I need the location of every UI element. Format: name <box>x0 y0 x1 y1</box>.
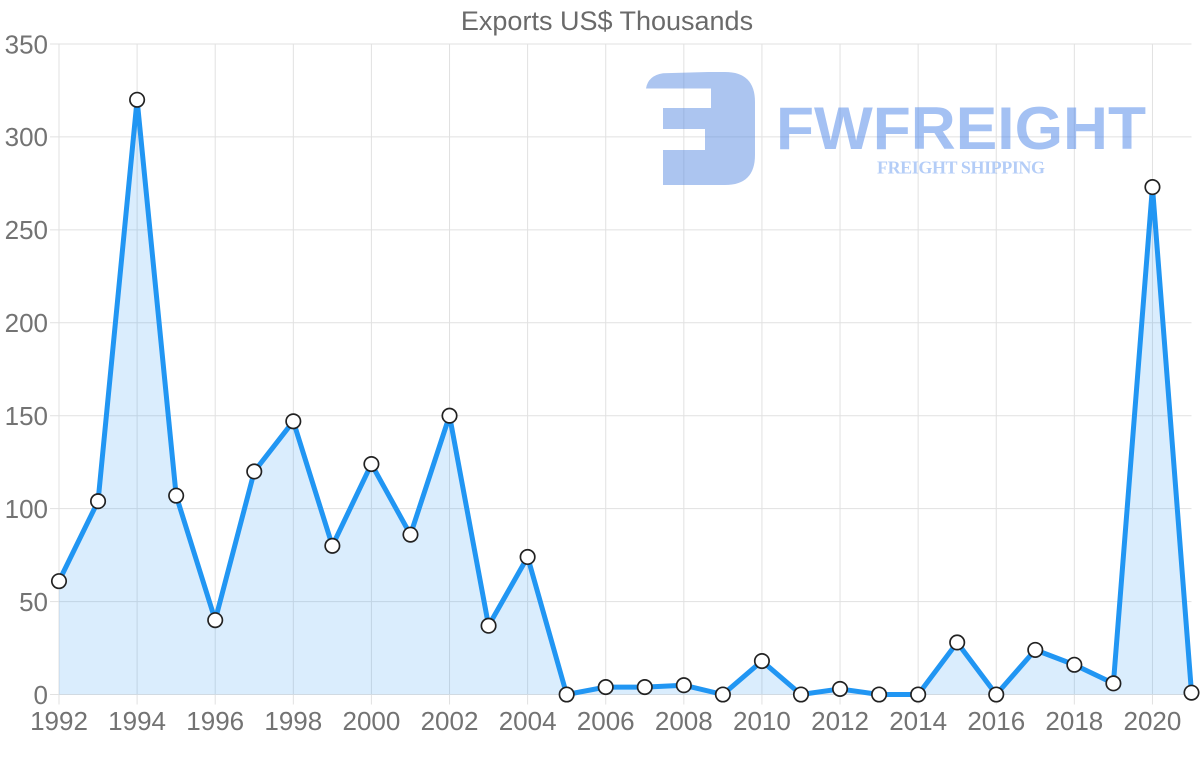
x-tick-label: 2014 <box>889 706 947 736</box>
gridlines <box>50 43 1192 705</box>
data-point-marker[interactable] <box>753 652 770 670</box>
x-tick-label: 1994 <box>108 706 166 736</box>
data-point-marker[interactable] <box>480 617 497 634</box>
chart-title: Exports US$ Thousands <box>461 6 753 36</box>
watermark: FWFREIGHT FREIGHT SHIPPING <box>646 72 1146 185</box>
data-point-marker[interactable] <box>324 537 341 554</box>
x-tick-label: 2004 <box>499 706 557 736</box>
x-tick-label: 2000 <box>342 706 400 736</box>
data-point-marker[interactable] <box>246 463 263 480</box>
data-point-marker[interactable] <box>675 677 692 694</box>
data-point-marker[interactable] <box>910 686 927 703</box>
data-point-marker[interactable] <box>1144 179 1161 196</box>
data-point-marker[interactable] <box>285 413 302 430</box>
data-point-marker[interactable] <box>792 686 810 703</box>
data-point-marker[interactable] <box>50 573 68 590</box>
data-point-marker[interactable] <box>871 686 888 703</box>
data-point-marker[interactable] <box>363 455 380 473</box>
data-point-marker[interactable] <box>441 407 458 424</box>
y-tick-label: 0 <box>34 680 48 710</box>
data-point-marker[interactable] <box>949 634 966 651</box>
data-point-marker[interactable] <box>207 612 224 629</box>
y-tick-label: 50 <box>19 587 48 617</box>
x-tick-label: 2016 <box>967 706 1025 736</box>
series-line <box>56 97 1194 697</box>
data-point-marker[interactable] <box>1066 656 1083 673</box>
data-point-marker[interactable] <box>519 548 536 566</box>
data-point-marker[interactable] <box>1183 684 1200 701</box>
y-tick-label: 250 <box>5 215 48 245</box>
data-point-marker[interactable] <box>1105 675 1122 692</box>
data-point-marker[interactable] <box>831 680 849 697</box>
data-point-marker[interactable] <box>714 686 731 703</box>
data-point-marker[interactable] <box>1027 641 1044 658</box>
y-axis-tick-labels: 0 50 100 150 200 250 300 350 <box>5 29 48 710</box>
watermark-brand-text: FWFREIGHT <box>776 95 1146 162</box>
x-tick-label: 2012 <box>811 706 869 736</box>
x-tick-label: 2020 <box>1124 706 1182 736</box>
data-point-marker[interactable] <box>988 686 1005 703</box>
series-markers <box>50 91 1200 703</box>
x-tick-label: 2018 <box>1045 706 1103 736</box>
y-tick-label: 350 <box>5 29 48 59</box>
data-point-marker[interactable] <box>636 679 653 696</box>
data-point-marker[interactable] <box>168 487 185 504</box>
data-point-marker[interactable] <box>402 526 419 543</box>
x-tick-label: 2006 <box>577 706 635 736</box>
y-tick-label: 150 <box>5 401 48 431</box>
fwfreight-logo-icon <box>646 72 755 185</box>
series-area-fill <box>59 99 1192 695</box>
data-point-marker[interactable] <box>90 493 107 510</box>
x-tick-label: 2002 <box>421 706 479 736</box>
data-point-marker[interactable] <box>129 91 146 108</box>
x-tick-label: 1996 <box>186 706 244 736</box>
data-point-marker[interactable] <box>597 679 614 696</box>
x-tick-label: 2010 <box>733 706 791 736</box>
watermark-tagline-text: FREIGHT SHIPPING <box>877 158 1045 178</box>
x-tick-label: 2008 <box>655 706 713 736</box>
y-tick-label: 200 <box>5 308 48 338</box>
y-tick-label: 100 <box>5 494 48 524</box>
x-tick-label: 1992 <box>30 706 88 736</box>
x-axis-tick-labels: 1992 1994 1996 1998 2000 2002 2004 2006 2008 2010… <box>30 706 1181 736</box>
y-tick-label: 300 <box>5 122 48 152</box>
data-point-marker[interactable] <box>558 686 575 703</box>
x-tick-label: 1998 <box>264 706 322 736</box>
